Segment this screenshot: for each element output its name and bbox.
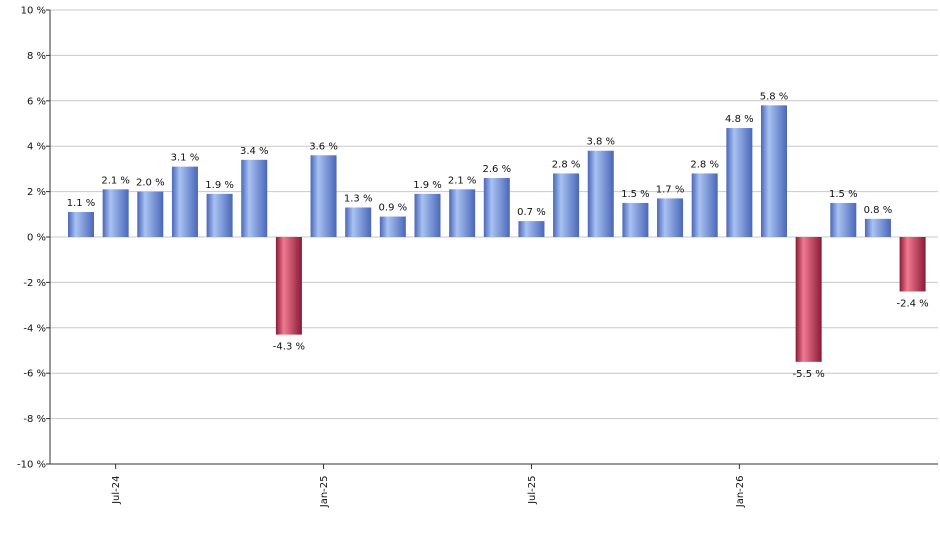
bar	[241, 159, 268, 237]
data-label: 2.0 %	[136, 178, 165, 189]
x-tick-label: Jan-26	[735, 476, 746, 509]
y-axis-ticks: 10 % 8 % 6 % 4 % 2 % 0 % -2 % -4 % -6 % -8 % -10 %	[17, 6, 50, 471]
data-label: 1.5 %	[829, 189, 858, 200]
bar	[137, 191, 164, 237]
y-tick-label: -6 %	[23, 369, 46, 380]
data-label: 3.4 %	[240, 146, 269, 157]
x-tick-label: Jan-25	[319, 476, 330, 509]
data-label: 1.5 %	[621, 189, 650, 200]
bar	[553, 173, 580, 237]
bar	[414, 193, 441, 237]
bar	[379, 216, 406, 237]
x-tick-label: Jul-25	[527, 476, 538, 505]
data-label: -2.4 %	[896, 298, 928, 309]
x-axis-ticks: Jul-24 Jan-25 Jul-25 Jan-26	[111, 464, 746, 508]
data-label: 1.1 %	[67, 198, 96, 209]
bar	[691, 173, 718, 237]
data-label: 3.1 %	[171, 153, 200, 164]
data-label: 2.8 %	[552, 159, 581, 170]
bar	[864, 218, 891, 237]
data-labels: 1.1 % 2.1 % 2.0 % 3.1 % 1.9 % 3.4 % -4.3 % 3.6 …	[67, 91, 929, 380]
bar	[171, 166, 198, 237]
data-label: 0.7 %	[517, 207, 546, 218]
bar	[587, 150, 614, 237]
y-tick-label: -4 %	[23, 323, 46, 334]
bar	[483, 177, 510, 237]
bar	[310, 155, 337, 237]
data-label: 2.1 %	[101, 175, 130, 186]
bar	[102, 189, 129, 237]
bar	[726, 128, 753, 237]
bar	[795, 237, 822, 362]
data-label: 0.9 %	[379, 203, 408, 214]
bar	[622, 202, 649, 237]
bar	[518, 221, 545, 237]
data-label: -5.5 %	[793, 369, 825, 380]
y-tick-label: 10 %	[21, 6, 46, 17]
y-tick-label: -10 %	[17, 460, 46, 471]
data-label: 4.8 %	[725, 114, 754, 125]
bar	[206, 193, 233, 237]
bar	[68, 212, 94, 237]
data-label: 2.6 %	[483, 164, 512, 175]
data-label: 3.8 %	[586, 137, 615, 148]
x-tick-label: Jul-24	[111, 476, 122, 505]
bar	[761, 105, 787, 237]
data-label: 2.8 %	[690, 159, 719, 170]
y-tick-label: -8 %	[23, 414, 46, 425]
data-label: 1.3 %	[344, 193, 373, 204]
data-label: 0.8 %	[864, 205, 893, 216]
data-label: 5.8 %	[760, 91, 789, 102]
y-tick-label: -2 %	[23, 278, 46, 289]
y-tick-label: 2 %	[27, 187, 46, 198]
data-label: 1.7 %	[656, 184, 685, 195]
bar	[830, 202, 857, 237]
bar	[345, 207, 372, 237]
data-label: -4.3 %	[273, 342, 305, 353]
data-label: 3.6 %	[309, 141, 338, 152]
bar	[657, 198, 684, 237]
data-label: 1.9 %	[205, 180, 234, 191]
bar	[449, 189, 476, 237]
y-tick-label: 4 %	[27, 142, 46, 153]
bar	[275, 237, 302, 335]
bar	[899, 237, 926, 292]
data-label: 1.9 %	[413, 180, 442, 191]
y-tick-label: 6 %	[27, 96, 46, 107]
y-tick-label: 0 %	[27, 233, 46, 244]
data-label: 2.1 %	[448, 175, 477, 186]
y-tick-label: 8 %	[27, 51, 46, 62]
bars	[68, 105, 926, 362]
